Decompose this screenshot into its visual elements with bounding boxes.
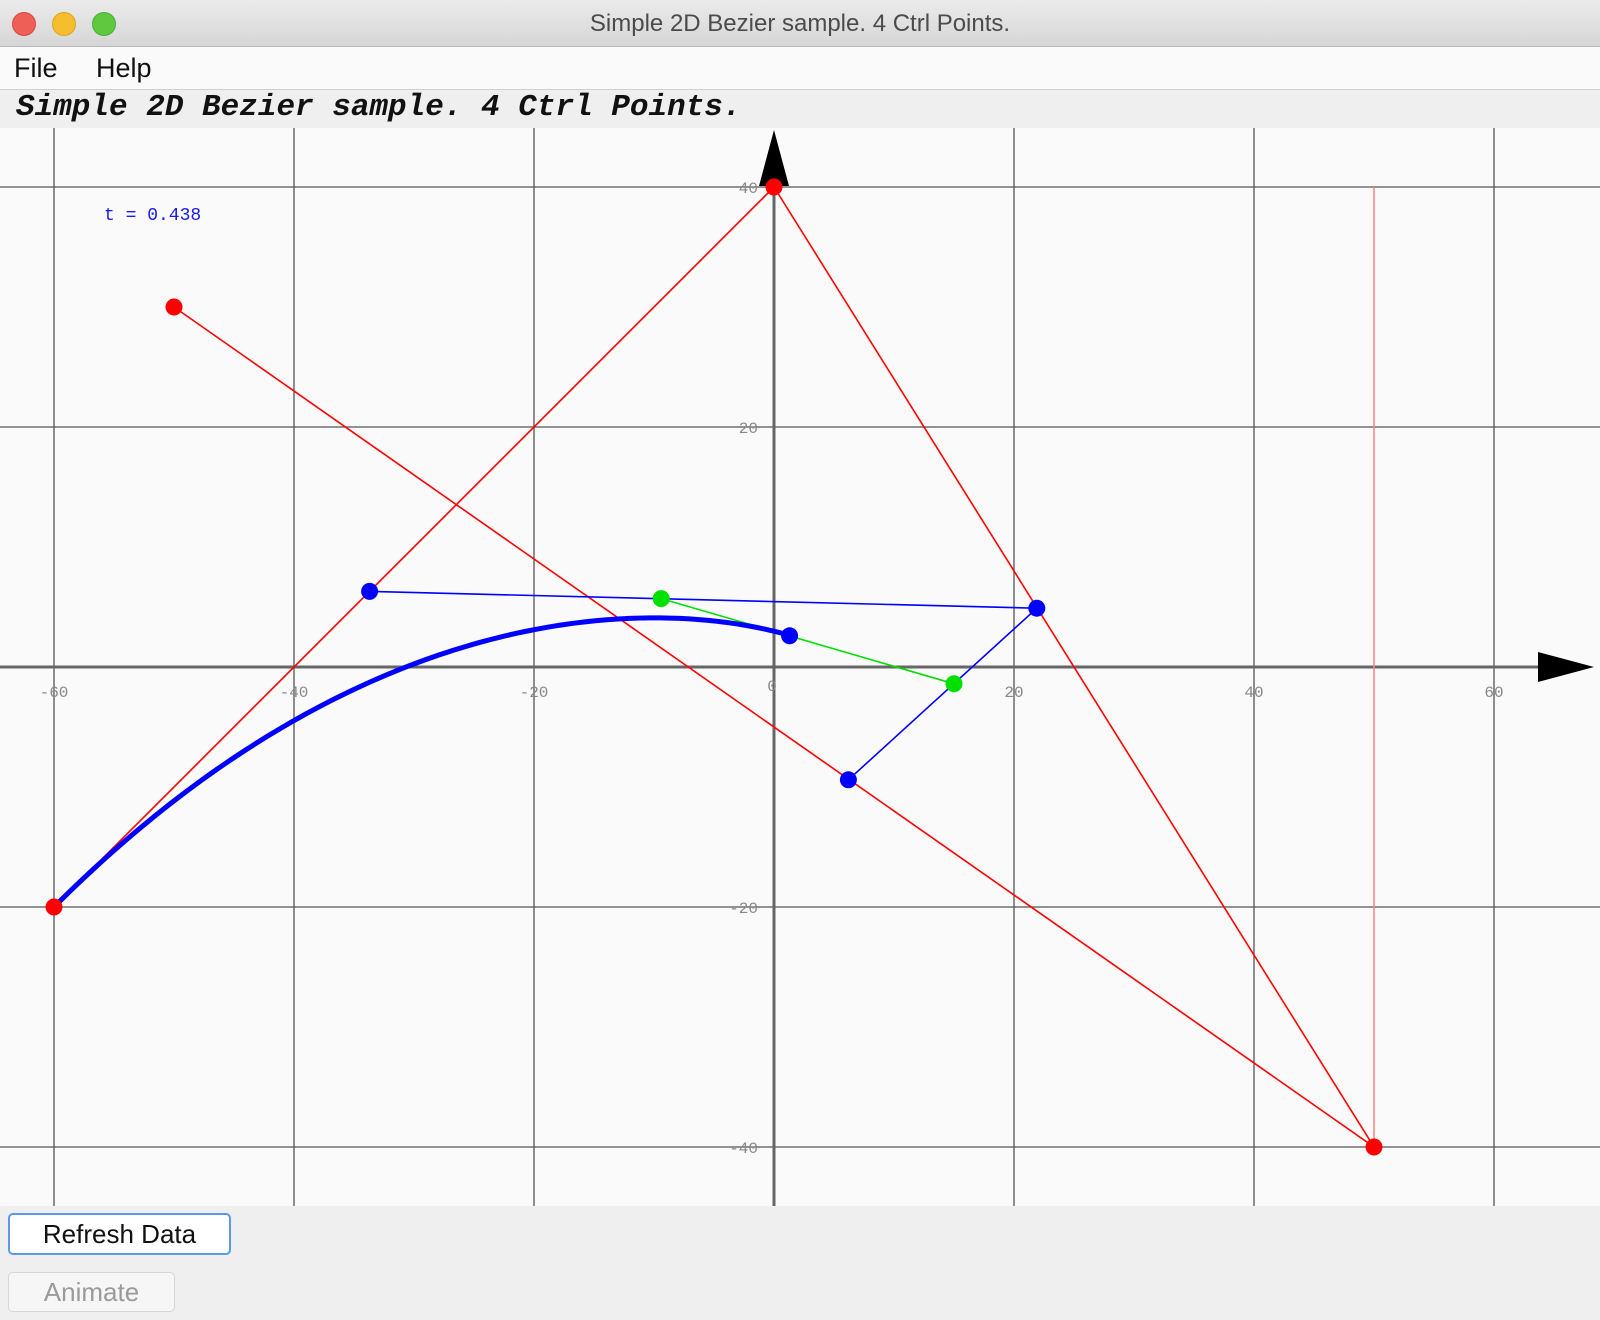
- x-tick-label: 0: [767, 678, 777, 696]
- x-tick-label: -20: [520, 684, 549, 702]
- control-point: [165, 298, 183, 316]
- control-point: [765, 178, 783, 196]
- plot-canvas[interactable]: -60 -40 -20 0 20 40 60 40 20 -20 -40 t = 0.438: [0, 128, 1600, 1206]
- control-point: [1365, 1138, 1383, 1156]
- control-polygon-line: [53, 185, 1375, 1148]
- bezier-curve: [51, 615, 793, 910]
- level-1-point: [839, 771, 857, 789]
- refresh-data-button[interactable]: Refresh Data: [8, 1213, 231, 1255]
- control-point: [45, 898, 63, 916]
- level-2-line: [660, 597, 955, 685]
- level-2-point: [652, 590, 670, 608]
- zoom-window-button[interactable]: [92, 12, 116, 36]
- y-tick-label: -40: [729, 1140, 758, 1158]
- y-tick-label: 20: [739, 420, 758, 438]
- curve-point-point: [781, 627, 799, 645]
- heading-bar: Simple 2D Bezier sample. 4 Ctrl Points.: [0, 90, 1600, 128]
- animate-button[interactable]: Animate: [8, 1272, 175, 1312]
- level-1-point: [361, 582, 379, 600]
- x-tick-label: 60: [1484, 684, 1503, 702]
- close-window-button[interactable]: [12, 12, 36, 36]
- page-title: Simple 2D Bezier sample. 4 Ctrl Points.: [16, 90, 742, 125]
- level-1-point: [1028, 599, 1046, 617]
- t-value-label: t = 0.438: [104, 206, 201, 226]
- y-tick-label: -20: [729, 900, 758, 918]
- x-axis-arrow-icon: [1538, 652, 1594, 682]
- x-tick-label: 20: [1004, 684, 1023, 702]
- x-tick-label: 40: [1244, 684, 1263, 702]
- menu-help[interactable]: Help: [96, 53, 152, 83]
- menu-file[interactable]: File: [14, 53, 58, 83]
- title-bar: Simple 2D Bezier sample. 4 Ctrl Points.: [0, 0, 1600, 47]
- minimize-window-button[interactable]: [52, 12, 76, 36]
- menu-bar: File Help: [0, 47, 1600, 90]
- y-tick-label: 40: [739, 180, 758, 198]
- window-title: Simple 2D Bezier sample. 4 Ctrl Points.: [589, 10, 1011, 37]
- level-2-point: [945, 675, 963, 693]
- x-tick-label: -40: [280, 684, 309, 702]
- y-axis-arrow-icon: [759, 130, 789, 186]
- bezier-plot[interactable]: -60 -40 -20 0 20 40 60 40 20 -20 -40 t = 0.438: [0, 128, 1600, 1206]
- x-tick-label: -60: [40, 684, 69, 702]
